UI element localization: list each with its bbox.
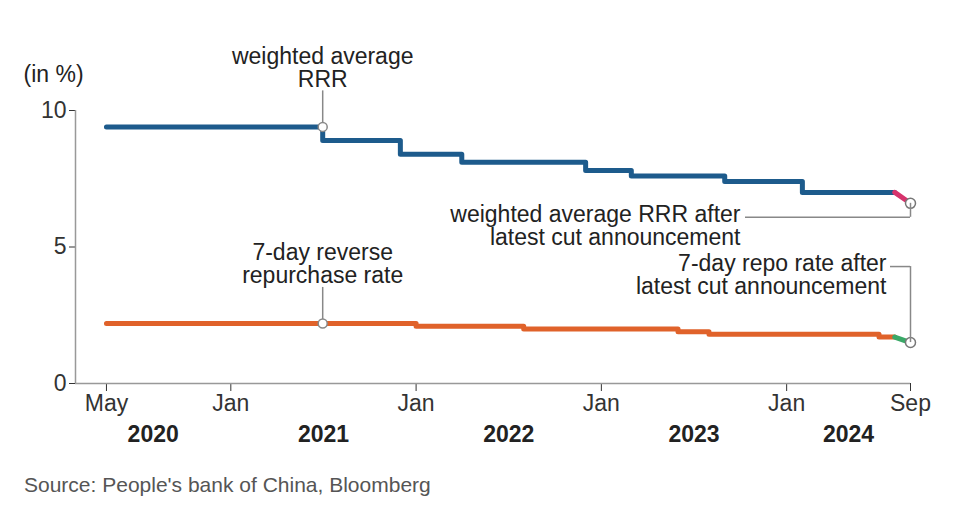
svg-text:2021: 2021	[298, 421, 349, 447]
svg-text:2022: 2022	[483, 421, 534, 447]
svg-text:weighted average RRR afterlate: weighted average RRR afterlatest cut ann…	[449, 201, 741, 250]
svg-text:Jan: Jan	[768, 390, 805, 416]
svg-text:2020: 2020	[128, 421, 179, 447]
svg-text:(in %): (in %)	[24, 61, 84, 87]
svg-text:Jan: Jan	[583, 390, 620, 416]
svg-text:7-day reverserepurchase rate: 7-day reverserepurchase rate	[242, 239, 403, 288]
svg-text:7-day repo rate afterlatest cu: 7-day repo rate afterlatest cut announce…	[636, 250, 887, 299]
html-text:Source: People's bank of China: Source: People's bank of China, Bloomber…	[24, 473, 431, 496]
svg-text:2023: 2023	[668, 421, 719, 447]
svg-text:Sep: Sep	[890, 390, 931, 416]
svg-text:weighted averageRRR: weighted averageRRR	[231, 43, 414, 92]
svg-text:Jan: Jan	[212, 390, 249, 416]
svg-text:5: 5	[54, 233, 67, 259]
svg-text:0: 0	[54, 370, 67, 396]
svg-text:May: May	[85, 390, 129, 416]
svg-text:10: 10	[41, 97, 67, 123]
svg-text:Jan: Jan	[398, 390, 435, 416]
svg-text:2024: 2024	[823, 421, 874, 447]
